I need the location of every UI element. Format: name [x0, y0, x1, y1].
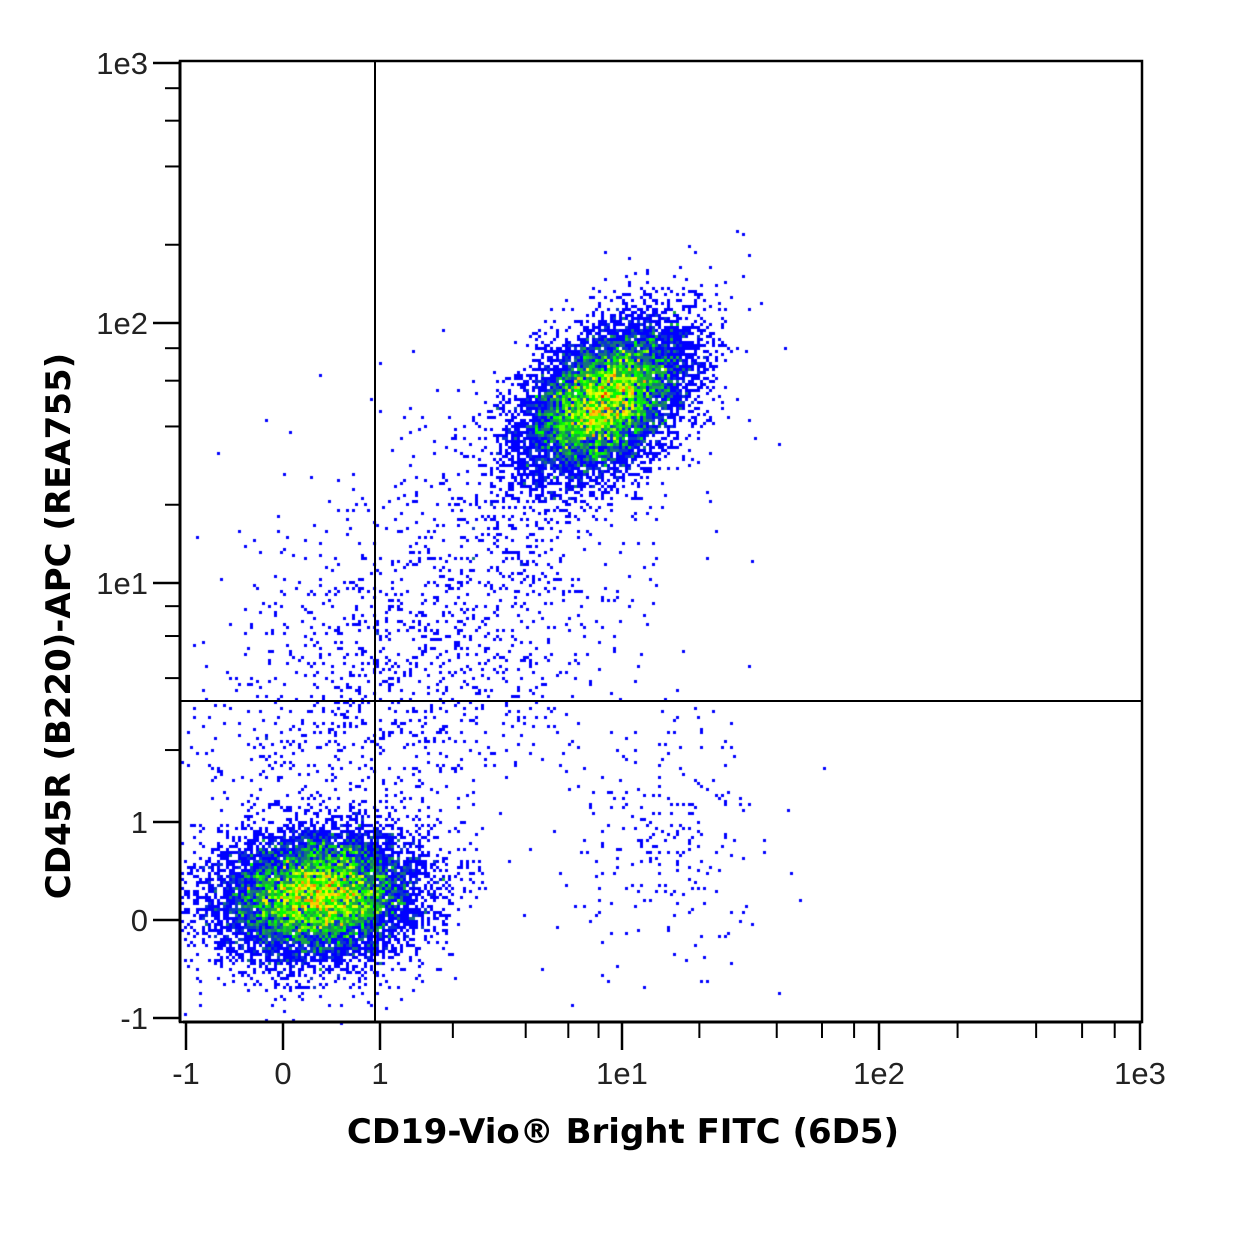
plot-frame [178, 59, 1144, 1024]
y-tick-label: 1e3 [96, 46, 148, 81]
y-tick-label: 1e1 [96, 566, 148, 601]
x-axis: -1 0 1 1e1 1e2 1e3 [172, 1020, 1166, 1091]
x-tick-label: 1e2 [853, 1056, 905, 1091]
x-axis-title: CD19-Vio® Bright FITC (6D5) [347, 1112, 899, 1152]
x-tick-label: 1e1 [596, 1056, 648, 1091]
y-axis: -1 0 1 1e1 1e2 1e3 [96, 46, 182, 1036]
x-tick-label: 0 [274, 1056, 291, 1091]
x-tick-label: -1 [172, 1056, 200, 1091]
x-tick-label: 1e3 [1114, 1056, 1166, 1091]
x-tick-label: 1 [371, 1056, 388, 1091]
y-tick-label: 1e2 [96, 306, 148, 341]
y-tick-label: -1 [120, 1001, 148, 1036]
y-tick-label: 0 [131, 903, 148, 938]
y-axis-title: CD45R (B220)-APC (REA755) [39, 353, 79, 899]
y-tick-label: 1 [131, 805, 148, 840]
